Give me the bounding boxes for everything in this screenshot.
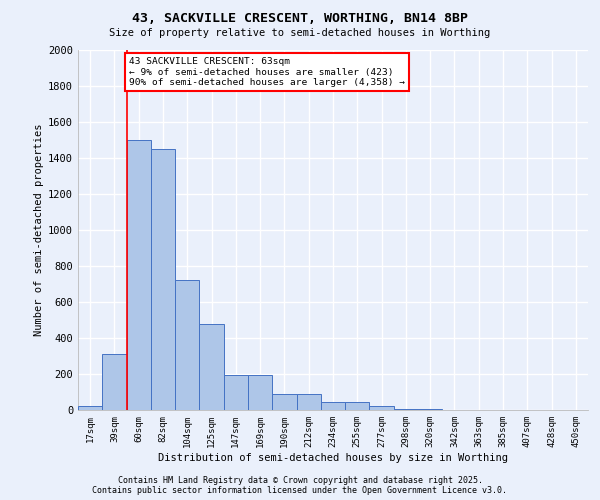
Text: 43 SACKVILLE CRESCENT: 63sqm
← 9% of semi-detached houses are smaller (423)
90% : 43 SACKVILLE CRESCENT: 63sqm ← 9% of sem… bbox=[129, 57, 405, 87]
Bar bbox=[127, 140, 151, 410]
Bar bbox=[224, 375, 248, 410]
Bar bbox=[296, 394, 321, 410]
Bar bbox=[248, 375, 272, 410]
Bar bbox=[394, 409, 418, 410]
Bar bbox=[321, 402, 345, 410]
Text: Contains HM Land Registry data © Crown copyright and database right 2025.: Contains HM Land Registry data © Crown c… bbox=[118, 476, 482, 485]
Bar bbox=[418, 409, 442, 410]
Bar bbox=[151, 149, 175, 410]
Bar bbox=[345, 402, 370, 410]
Bar bbox=[199, 324, 224, 410]
Bar bbox=[175, 280, 199, 410]
Text: 43, SACKVILLE CRESCENT, WORTHING, BN14 8BP: 43, SACKVILLE CRESCENT, WORTHING, BN14 8… bbox=[132, 12, 468, 26]
Bar bbox=[272, 394, 296, 410]
Bar bbox=[370, 406, 394, 410]
Bar bbox=[78, 406, 102, 410]
X-axis label: Distribution of semi-detached houses by size in Worthing: Distribution of semi-detached houses by … bbox=[158, 452, 508, 462]
Y-axis label: Number of semi-detached properties: Number of semi-detached properties bbox=[34, 124, 44, 336]
Text: Size of property relative to semi-detached houses in Worthing: Size of property relative to semi-detach… bbox=[109, 28, 491, 38]
Bar bbox=[102, 354, 127, 410]
Text: Contains public sector information licensed under the Open Government Licence v3: Contains public sector information licen… bbox=[92, 486, 508, 495]
